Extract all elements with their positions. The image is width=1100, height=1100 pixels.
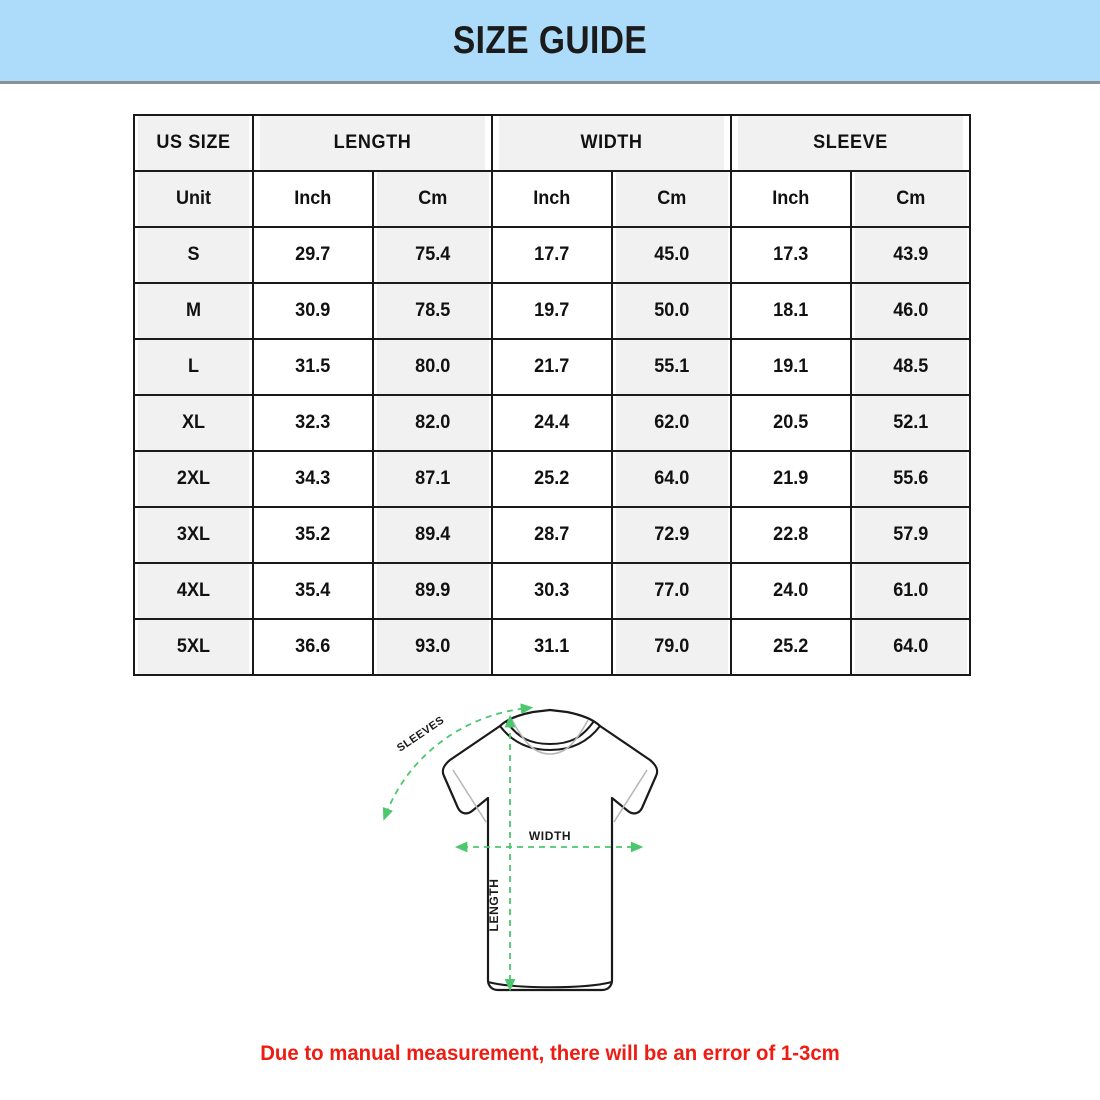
cell-sleeve-inch: 24.0 [733,562,849,620]
tshirt-measurement-diagram: SLEEVES WIDTH LENGTH [0,690,1100,1020]
table-row: L 31.5 80.0 21.7 55.1 19.1 48.5 [134,338,970,396]
cell-sleeve-cm: 46.0 [852,282,968,340]
cell-sleeve-inch: 20.5 [733,394,849,452]
cell-width-cm: 72.9 [613,506,729,564]
tshirt-outline [441,708,659,992]
table-row: 4XL 35.4 89.9 30.3 77.0 24.0 61.0 [134,562,970,620]
cell-sleeve-inch: 22.8 [733,506,849,564]
cell-sleeve-cm: 61.0 [852,562,968,620]
cell-sleeve-cm: 48.5 [852,338,968,396]
page-title: SIZE GUIDE [452,18,648,62]
cell-size-label: 4XL [136,562,251,620]
cell-sleeve-cm: 64.0 [852,618,968,676]
cell-length-cm: 82.0 [374,394,490,452]
unit-header-label: Unit [136,170,251,228]
cell-width-cm: 50.0 [613,282,729,340]
cell-sleeve-inch: 18.1 [733,282,849,340]
cell-width-inch: 21.7 [494,338,610,396]
cell-width-inch: 30.3 [494,562,610,620]
cell-sleeve-cm: 57.9 [852,506,968,564]
cell-length-inch: 30.9 [255,282,371,340]
cell-length-cm: 78.5 [374,282,490,340]
cell-width-inch: 31.1 [494,618,610,676]
table-row: 5XL 36.6 93.0 31.1 79.0 25.2 64.0 [134,618,970,676]
cell-width-inch: 17.7 [494,226,610,284]
table-row: 3XL 35.2 89.4 28.7 72.9 22.8 57.9 [134,506,970,564]
length-label: LENGTH [487,879,501,932]
unit-header-width-cm: Cm [613,170,729,228]
cell-width-inch: 28.7 [494,506,610,564]
table-group-header-row: US SIZE LENGTH WIDTH SLEEVE [134,114,970,172]
column-header-length: LENGTH [258,114,487,172]
unit-header-width-inch: Inch [494,170,610,228]
cell-size-label: 3XL [136,506,251,564]
cell-sleeve-cm: 55.6 [852,450,968,508]
cell-length-inch: 35.2 [255,506,371,564]
sleeves-label: SLEEVES [395,714,447,754]
cell-sleeve-inch: 19.1 [733,338,849,396]
cell-size-label: M [136,282,251,340]
sleeves-guide-line [382,703,534,821]
cell-length-cm: 80.0 [374,338,490,396]
cell-sleeve-inch: 21.9 [733,450,849,508]
cell-sleeve-inch: 25.2 [733,618,849,676]
size-table-container: US SIZE LENGTH WIDTH SLEEVE Unit Inch Cm… [133,114,969,676]
cell-length-cm: 87.1 [374,450,490,508]
cell-width-inch: 19.7 [494,282,610,340]
size-table-body: S 29.7 75.4 17.7 45.0 17.3 43.9 M 30.9 78.5 19.7 50… [134,226,970,676]
tshirt-bottom-hem [487,981,613,989]
size-table: US SIZE LENGTH WIDTH SLEEVE Unit Inch Cm… [133,114,971,676]
cell-size-label: XL [136,394,251,452]
cell-width-cm: 79.0 [613,618,729,676]
cell-size-label: L [136,338,251,396]
cell-width-cm: 62.0 [613,394,729,452]
cell-length-cm: 93.0 [374,618,490,676]
unit-header-sleeve-inch: Inch [733,170,849,228]
cell-sleeve-inch: 17.3 [733,226,849,284]
cell-length-inch: 31.5 [255,338,371,396]
cell-length-inch: 35.4 [255,562,371,620]
cell-width-cm: 55.1 [613,338,729,396]
cell-width-cm: 45.0 [613,226,729,284]
cell-sleeve-cm: 52.1 [852,394,968,452]
cell-size-label: S [136,226,251,284]
header-band: SIZE GUIDE [0,0,1100,84]
width-label: WIDTH [529,829,571,843]
cell-length-inch: 29.7 [255,226,371,284]
column-header-us-size: US SIZE [136,114,251,172]
cell-length-inch: 32.3 [255,394,371,452]
unit-header-length-cm: Cm [374,170,490,228]
cell-length-cm: 89.9 [374,562,490,620]
cell-width-cm: 77.0 [613,562,729,620]
cell-sleeve-cm: 43.9 [852,226,968,284]
cell-length-inch: 36.6 [255,618,371,676]
cell-length-cm: 75.4 [374,226,490,284]
unit-header-sleeve-cm: Cm [852,170,968,228]
measurement-disclaimer: Due to manual measurement, there will be… [260,1042,840,1065]
cell-size-label: 2XL [136,450,251,508]
tshirt-illustration: SLEEVES WIDTH LENGTH [382,703,659,992]
column-header-sleeve: SLEEVE [736,114,966,172]
table-unit-header-row: Unit Inch Cm Inch Cm Inch Cm [134,170,970,228]
cell-width-inch: 24.4 [494,394,610,452]
table-row: S 29.7 75.4 17.7 45.0 17.3 43.9 [134,226,970,284]
column-header-width: WIDTH [497,114,726,172]
cell-size-label: 5XL [136,618,251,676]
table-row: M 30.9 78.5 19.7 50.0 18.1 46.0 [134,282,970,340]
cell-width-cm: 64.0 [613,450,729,508]
table-row: XL 32.3 82.0 24.4 62.0 20.5 52.1 [134,394,970,452]
cell-length-cm: 89.4 [374,506,490,564]
unit-header-length-inch: Inch [255,170,371,228]
cell-length-inch: 34.3 [255,450,371,508]
cell-width-inch: 25.2 [494,450,610,508]
table-row: 2XL 34.3 87.1 25.2 64.0 21.9 55.6 [134,450,970,508]
